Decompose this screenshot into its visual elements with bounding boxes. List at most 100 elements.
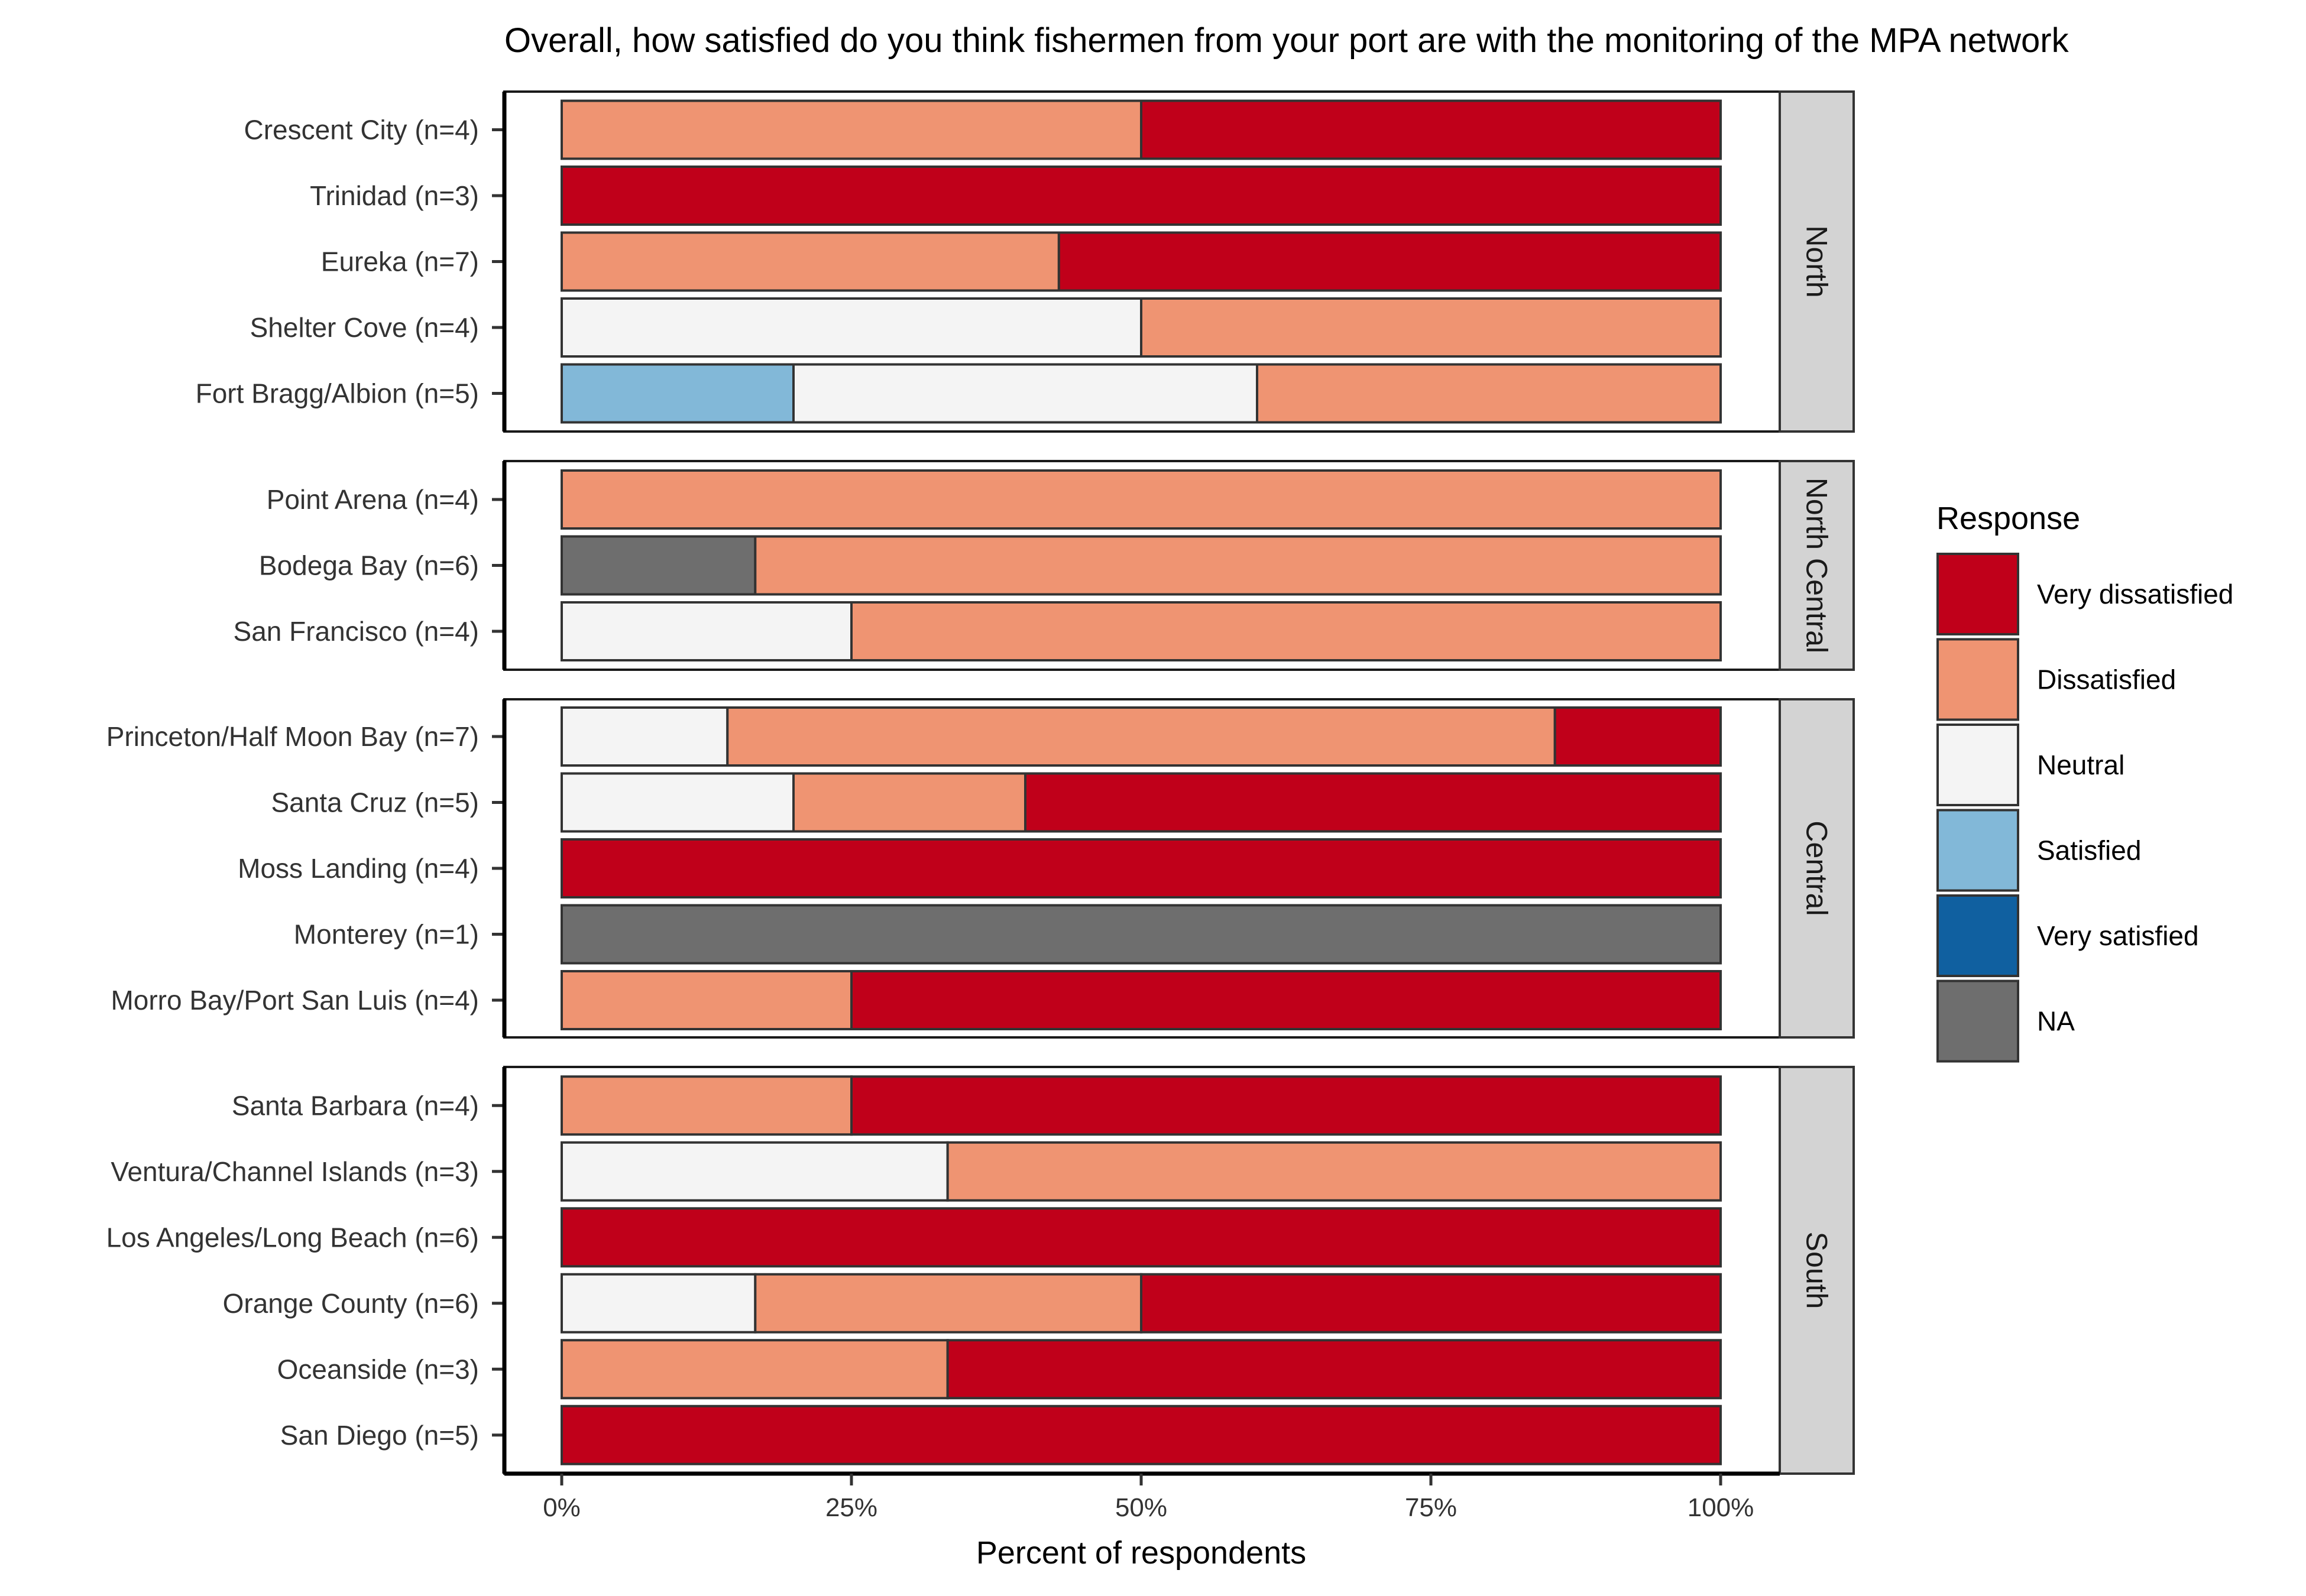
- x-tick-label: 25%: [825, 1493, 877, 1522]
- legend-item-dissatisfied: Dissatisfied: [1936, 638, 2176, 721]
- panel-south: Santa Barbara (n=4) Ventura/Channel Islan…: [106, 1066, 1855, 1475]
- facet-panels: Crescent City (n=4) Trinidad (n=3) Eureka …: [106, 90, 1855, 1475]
- y-tick-label: Santa Cruz (n=5): [271, 787, 479, 818]
- bar-row-santa-barbara-n-4: [561, 1075, 1722, 1136]
- y-tick-label: Los Angeles/Long Beach (n=6): [106, 1222, 479, 1253]
- panel-north-central: Point Arena (n=4) Bodega Bay (n=6) San Fra…: [234, 460, 1855, 671]
- x-tick-label: 0%: [543, 1493, 581, 1522]
- bar-row-point-arena-n-4: [561, 469, 1722, 530]
- bar-segment-dissatisfied: [726, 706, 1556, 767]
- bar-row-los-angeles-long-beach-n-6: [561, 1207, 1722, 1268]
- legend-label: Neutral: [2037, 750, 2124, 780]
- legend-items: Very dissatisfied Dissatisfied Neutral Sati…: [1936, 553, 2233, 1063]
- legend-swatch: [1936, 724, 2019, 806]
- bar-segment-satisfied: [561, 363, 795, 424]
- bar-row-monterey-n-1: [561, 904, 1722, 965]
- legend-label: Satisfied: [2037, 835, 2141, 866]
- facet-strip-label: North: [1800, 225, 1834, 297]
- bar-segment-dissatisfied: [561, 99, 1142, 160]
- bar-row-fort-bragg-albion-n-5: [561, 363, 1722, 424]
- bar-segment-dissatisfied: [561, 469, 1722, 530]
- y-tick-label: Point Arena (n=4): [267, 484, 479, 515]
- bar-segment-very-dissatisfied: [850, 1075, 1722, 1136]
- legend-swatch: [1936, 553, 2019, 635]
- bar-segment-neutral: [561, 706, 729, 767]
- panel-north: Crescent City (n=4) Trinidad (n=3) Eureka …: [196, 90, 1855, 433]
- bar-row-moss-landing-n-4: [561, 838, 1722, 898]
- chart-title: Overall, how satisfied do you think fish…: [504, 21, 2069, 60]
- facet-strip: [1779, 698, 1855, 1039]
- y-tick-label: Eureka (n=7): [321, 246, 479, 277]
- bar-segment-dissatisfied: [754, 535, 1722, 596]
- bar-segment-very-dissatisfied: [850, 970, 1722, 1030]
- bar-segment-neutral: [561, 772, 795, 833]
- x-axis-title: Percent of respondents: [976, 1535, 1306, 1571]
- bar-segment-dissatisfied: [561, 1075, 853, 1136]
- bar-segment-na: [561, 904, 1722, 965]
- y-tick-label: Oceanside (n=3): [277, 1354, 479, 1384]
- x-tick-label: 50%: [1115, 1493, 1167, 1522]
- legend-label: NA: [2037, 1006, 2075, 1037]
- panel-central: Princeton/Half Moon Bay (n=7) Santa Cruz …: [106, 698, 1855, 1039]
- bar-segment-dissatisfied: [792, 772, 1026, 833]
- legend-item-very-dissatisfied: Very dissatisfied: [1936, 553, 2233, 635]
- bar-segment-neutral: [561, 1141, 949, 1202]
- bar-segment-dissatisfied: [561, 1339, 949, 1400]
- legend-label: Very dissatisfied: [2037, 579, 2233, 609]
- bar-row-morro-bay-port-san-luis-n-4: [561, 970, 1722, 1030]
- y-tick-label: Fort Bragg/Albion (n=5): [196, 378, 479, 409]
- bar-row-san-francisco-n-4: [561, 601, 1722, 661]
- bar-segment-very-dissatisfied: [1553, 706, 1722, 767]
- legend-title: Response: [1936, 501, 2080, 536]
- legend: Response Very dissatisfied Dissatisfied Ne…: [1936, 501, 2233, 1063]
- legend-item-satisfied: Satisfied: [1936, 809, 2141, 892]
- bar-segment-dissatisfied: [1256, 363, 1722, 424]
- bar-row-crescent-city-n-4: [561, 99, 1722, 160]
- y-tick-label: Ventura/Channel Islands (n=3): [111, 1156, 479, 1187]
- facet-strip: [1779, 90, 1855, 433]
- y-tick-label: Santa Barbara (n=4): [232, 1090, 479, 1121]
- legend-swatch: [1936, 809, 2019, 892]
- bar-row-santa-cruz-n-5: [561, 772, 1722, 833]
- bar-segment-dissatisfied: [754, 1273, 1142, 1334]
- bar-segment-dissatisfied: [561, 231, 1060, 292]
- bar-segment-very-dissatisfied: [561, 166, 1722, 226]
- bar-segment-very-dissatisfied: [1140, 99, 1722, 160]
- y-tick-label: Orange County (n=6): [223, 1288, 479, 1319]
- y-tick-label: Bodega Bay (n=6): [259, 550, 479, 581]
- bar-segment-dissatisfied: [1140, 297, 1722, 358]
- bar-segment-very-dissatisfied: [561, 1404, 1722, 1465]
- legend-label: Dissatisfied: [2037, 664, 2176, 695]
- y-tick-label: Morro Bay/Port San Luis (n=4): [111, 985, 479, 1016]
- y-tick-label: Trinidad (n=3): [310, 180, 479, 211]
- bar-row-princeton-half-moon-bay-n-7: [561, 706, 1722, 767]
- facet-strip-label: North Central: [1800, 478, 1834, 653]
- y-tick-label: San Diego (n=5): [280, 1420, 479, 1451]
- bar-row-san-diego-n-5: [561, 1404, 1722, 1465]
- y-tick-label: Crescent City (n=4): [244, 115, 479, 145]
- bar-row-orange-county-n-6: [561, 1273, 1722, 1334]
- bar-row-oceanside-n-3: [561, 1339, 1722, 1400]
- legend-swatch: [1936, 638, 2019, 721]
- y-tick-label: Monterey (n=1): [294, 919, 479, 950]
- y-tick-label: Princeton/Half Moon Bay (n=7): [106, 721, 479, 752]
- bar-segment-dissatisfied: [561, 970, 853, 1030]
- bar-row-eureka-n-7: [561, 231, 1722, 292]
- bar-segment-very-dissatisfied: [946, 1339, 1722, 1400]
- bar-row-bodega-bay-n-6: [561, 535, 1722, 596]
- legend-item-neutral: Neutral: [1936, 724, 2124, 806]
- bar-segment-neutral: [561, 297, 1142, 358]
- bar-segment-neutral: [561, 1273, 757, 1334]
- bar-segment-dissatisfied: [850, 601, 1722, 661]
- legend-swatch: [1936, 894, 2019, 977]
- bar-segment-dissatisfied: [946, 1141, 1722, 1202]
- y-tick-label: Shelter Cove (n=4): [250, 312, 479, 343]
- bar-segment-neutral: [792, 363, 1258, 424]
- facet-strip-label: South: [1800, 1232, 1834, 1309]
- bar-segment-very-dissatisfied: [561, 1207, 1722, 1268]
- y-tick-label: Moss Landing (n=4): [238, 853, 479, 884]
- bar-segment-very-dissatisfied: [1057, 231, 1722, 292]
- bar-row-shelter-cove-n-4: [561, 297, 1722, 358]
- bar-segment-very-dissatisfied: [1024, 772, 1722, 833]
- legend-swatch: [1936, 979, 2019, 1063]
